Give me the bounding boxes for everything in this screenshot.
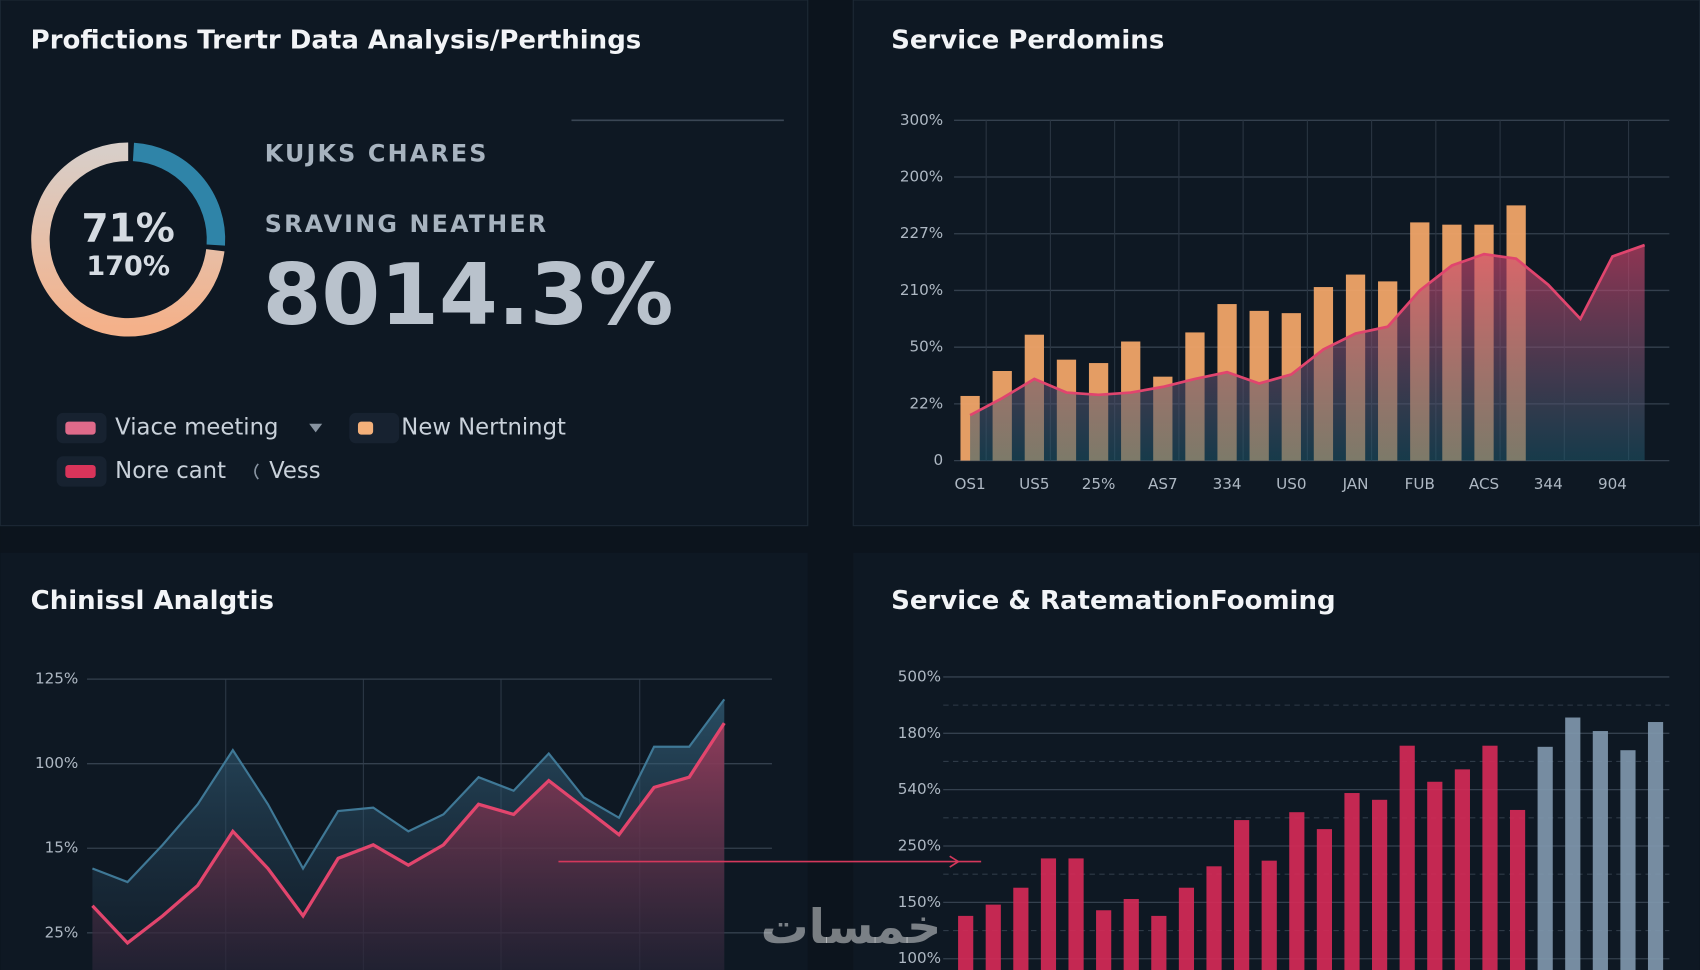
y-tick-label: 15% [45, 839, 79, 857]
donut-center-label: 71% [82, 206, 175, 251]
y-tick-label: 22% [910, 394, 944, 412]
legend-swatch [357, 421, 374, 435]
legend-label: New Nertningt [401, 415, 566, 441]
donut-segment [132, 142, 226, 246]
legend-swatch [65, 464, 96, 478]
legend-symbol [254, 463, 259, 480]
bar [1068, 858, 1084, 970]
bar [1482, 745, 1498, 970]
y-tick-label: 50% [910, 338, 944, 356]
bar [1427, 781, 1443, 970]
bar [1399, 745, 1415, 970]
chart-title: Service Perdomins [891, 26, 1164, 56]
bar [1096, 910, 1112, 970]
annotation-arrow [949, 855, 960, 868]
y-tick-label: 540% [898, 780, 941, 798]
legend-label: Vess [269, 458, 321, 484]
x-tick-label: FUB [1405, 475, 1435, 493]
y-tick-label: 125% [35, 670, 78, 688]
x-tick-label: ACS [1469, 475, 1499, 493]
legend-label: Nore cant [115, 458, 226, 484]
y-tick-label: 300% [900, 111, 943, 129]
bar [1123, 898, 1139, 970]
x-tick-label: 344 [1534, 475, 1563, 493]
line [969, 243, 1646, 417]
legend-dropdown [309, 423, 323, 433]
watermark: خمسات [761, 900, 942, 955]
kpi-label: KUJKS CHARES [265, 139, 489, 167]
kpi-value: 8014.3% [263, 246, 674, 344]
bar [1289, 812, 1305, 970]
x-tick-label: 25% [1082, 475, 1116, 493]
bar [1206, 866, 1222, 970]
x-tick-label: US5 [1019, 475, 1049, 493]
y-tick-label: 200% [900, 168, 943, 186]
legend-swatch [65, 421, 96, 435]
bar [1178, 887, 1195, 970]
y-tick-label: 150% [898, 893, 941, 911]
bar [985, 904, 1001, 970]
area [92, 723, 725, 970]
line [92, 698, 726, 884]
bar [1151, 915, 1167, 970]
x-tick-label: 904 [1598, 475, 1627, 493]
bar [1040, 858, 1057, 970]
legend-swatch-bg [349, 412, 400, 444]
x-tick-label: JAN [1342, 475, 1369, 493]
bar [1344, 793, 1360, 970]
panel [0, 0, 809, 527]
bar [1372, 799, 1388, 970]
bar [1565, 717, 1581, 970]
bar [958, 915, 974, 970]
y-tick-label: 100% [898, 949, 941, 967]
bar [1647, 722, 1664, 970]
y-tick-label: 100% [35, 754, 78, 772]
donut-segment [31, 142, 225, 337]
bar [1316, 829, 1333, 970]
kpi-label: SRAVING NEATHER [265, 210, 549, 238]
y-tick-label: 25% [45, 923, 79, 941]
bar [1013, 887, 1029, 970]
bar [1537, 746, 1553, 970]
y-tick-label: 210% [900, 281, 943, 299]
y-tick-label: 250% [898, 837, 941, 855]
y-tick-label: 227% [900, 224, 943, 242]
bar [1234, 820, 1250, 970]
bar [1454, 769, 1470, 970]
x-tick-label: 334 [1213, 475, 1242, 493]
bar [1509, 809, 1526, 970]
bar [1592, 731, 1608, 970]
chart-title: Profictions Trertr Data Analysis/Perthin… [31, 26, 642, 56]
x-tick-label: US0 [1276, 475, 1306, 493]
area [970, 245, 1645, 461]
donut-center-label: 170% [86, 251, 170, 282]
chart-title: Service & RatemationFooming [891, 586, 1335, 616]
line [91, 722, 726, 946]
bar [1261, 860, 1277, 970]
y-tick-label: 180% [898, 724, 941, 742]
charts: Profictions Trertr Data Analysis/Perthin… [31, 26, 1670, 970]
y-tick-label: 500% [898, 667, 941, 685]
chart-title: Chinissl Analgtis [31, 586, 274, 616]
bar [1620, 750, 1636, 970]
legend-label: Viace meeting [115, 415, 278, 441]
x-tick-label: OS1 [955, 475, 986, 493]
y-tick-label: 0 [934, 451, 944, 469]
x-tick-label: AS7 [1148, 475, 1178, 493]
